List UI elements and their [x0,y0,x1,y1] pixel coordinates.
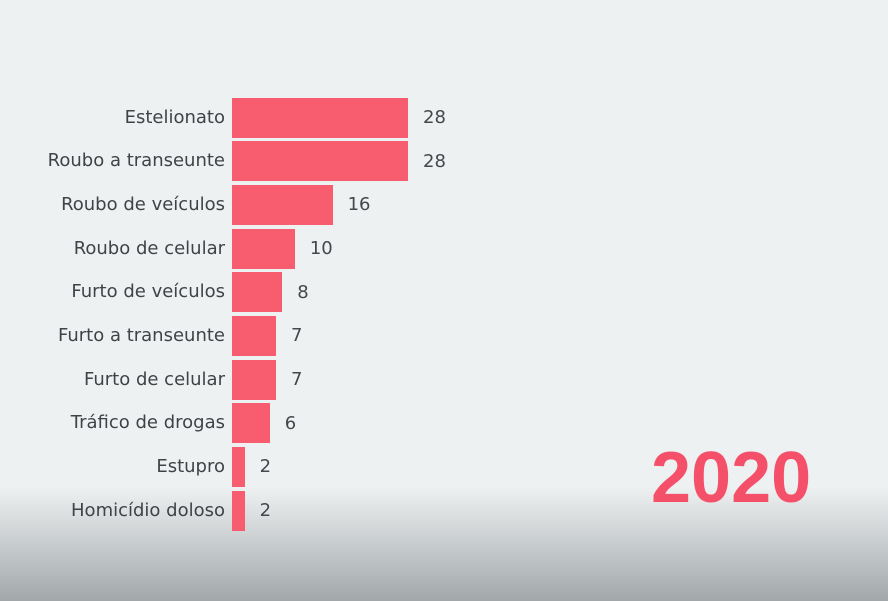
bar-label: Roubo de veículos [61,193,225,215]
bar-label: Furto a transeunte [57,324,225,346]
bar [232,228,295,269]
bar [232,141,408,182]
bar-row: Roubo de veículos 16 [0,184,371,225]
bar-label: Tráfico de drogas [70,412,225,434]
bar-row: Estupro 2 [0,446,272,487]
bar-row: Roubo de celular 10 [0,228,333,269]
bar-row: Estelionato 28 [0,97,446,138]
bar-row: Furto a transeunte 7 [0,315,303,356]
bar-value: 2 [259,456,272,478]
bar-label: Roubo a transeunte [47,150,225,172]
bar-row: Furto de veículos 8 [0,272,309,313]
bar-value: 16 [347,194,371,216]
bar-value: 28 [423,150,446,172]
bar-row: Roubo a transeunte 28 [0,141,446,182]
bar [232,490,245,531]
bar-label: Estelionato [124,106,225,128]
bar-value: 28 [423,107,446,128]
bar [232,403,270,444]
bar-value: 2 [259,500,272,522]
bar-value: 6 [284,412,297,434]
bar [232,315,276,356]
bar-label: Homicídio doloso [71,499,225,521]
bar-value: 10 [309,238,333,260]
bar-label: Estupro [156,455,225,477]
year-label: 2020 [651,438,812,518]
bar-label: Roubo de celular [73,237,225,259]
bar-label: Furto de veículos [71,281,225,303]
bar [232,446,245,487]
bar-value: 8 [297,281,309,303]
bar [232,359,276,400]
bar-value: 7 [291,325,303,347]
bar [232,272,283,313]
bar-row: Furto de celular 7 [0,359,303,400]
bar-label: Furto de celular [83,368,225,390]
bar [232,184,333,225]
bar [232,97,408,138]
bar-row: Tráfico de drogas 6 [0,403,297,444]
bar-row: Homicídio doloso 2 [0,490,272,531]
bar-value: 7 [291,369,303,391]
